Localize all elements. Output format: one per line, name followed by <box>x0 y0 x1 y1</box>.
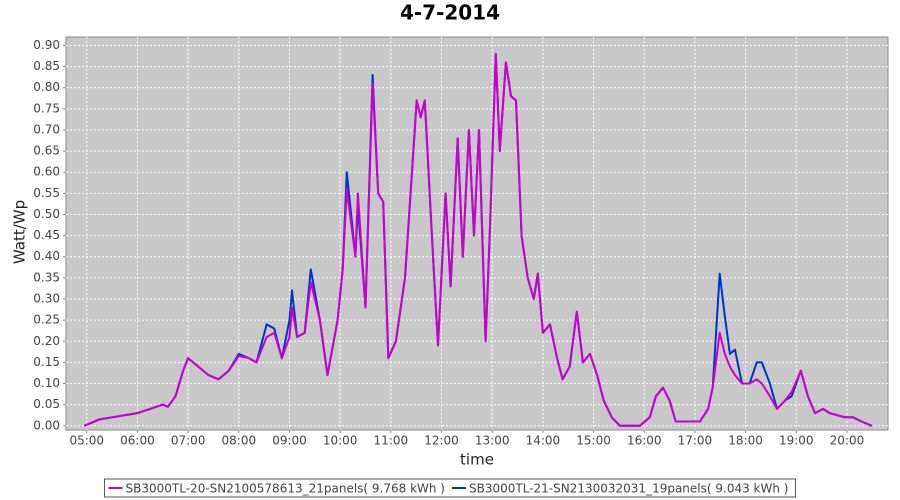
x-tick-label: 20:00 <box>830 434 865 448</box>
x-tick-label: 14:00 <box>526 434 561 448</box>
x-tick-label: 16:00 <box>627 434 662 448</box>
x-tick-label: 13:00 <box>475 434 510 448</box>
y-tick-label: 0.10 <box>33 376 60 390</box>
x-tick-label: 15:00 <box>576 434 611 448</box>
y-tick-label: 0.80 <box>33 80 60 94</box>
x-tick-label: 10:00 <box>323 434 358 448</box>
legend-label: SB3000TL-20-SN2100578613_21panels( 9.768… <box>126 482 445 496</box>
y-tick-label: 0.60 <box>33 165 60 179</box>
x-tick-label: 19:00 <box>779 434 814 448</box>
y-tick-label: 0.45 <box>33 228 60 242</box>
legend-box <box>104 478 796 498</box>
y-tick-label: 0.00 <box>33 418 60 432</box>
x-tick-label: 08:00 <box>222 434 257 448</box>
y-tick-label: 0.25 <box>33 313 60 327</box>
y-tick-label: 0.75 <box>33 101 60 115</box>
x-tick-label: 07:00 <box>171 434 206 448</box>
y-tick-label: 0.65 <box>33 144 60 158</box>
x-tick-label: 11:00 <box>374 434 409 448</box>
y-tick-label: 0.05 <box>33 397 60 411</box>
x-tick-label: 09:00 <box>272 434 307 448</box>
chart-title: 4-7-2014 <box>400 1 500 25</box>
x-tick-label: 05:00 <box>69 434 104 448</box>
y-tick-label: 0.85 <box>33 59 60 73</box>
y-tick-label: 0.30 <box>33 292 60 306</box>
y-tick-label: 0.20 <box>33 334 60 348</box>
y-tick-label: 0.55 <box>33 186 60 200</box>
y-tick-label: 0.35 <box>33 270 60 284</box>
x-tick-label: 06:00 <box>120 434 155 448</box>
y-tick-label: 0.70 <box>33 122 60 136</box>
x-tick-label: 17:00 <box>678 434 713 448</box>
x-axis-label: time <box>460 451 494 469</box>
y-tick-label: 0.50 <box>33 207 60 221</box>
y-tick-label: 0.90 <box>33 38 60 52</box>
plot-area <box>65 36 889 431</box>
y-tick-label: 0.40 <box>33 249 60 263</box>
y-tick-label: 0.15 <box>33 355 60 369</box>
series-line <box>83 52 873 427</box>
legend-label: SB3000TL-21-SN2130032031_19panels( 9.043… <box>469 482 788 496</box>
x-tick-label: 12:00 <box>424 434 459 448</box>
x-tick-label: 18:00 <box>728 434 763 448</box>
y-axis-label: Watt/Wp <box>11 200 29 264</box>
